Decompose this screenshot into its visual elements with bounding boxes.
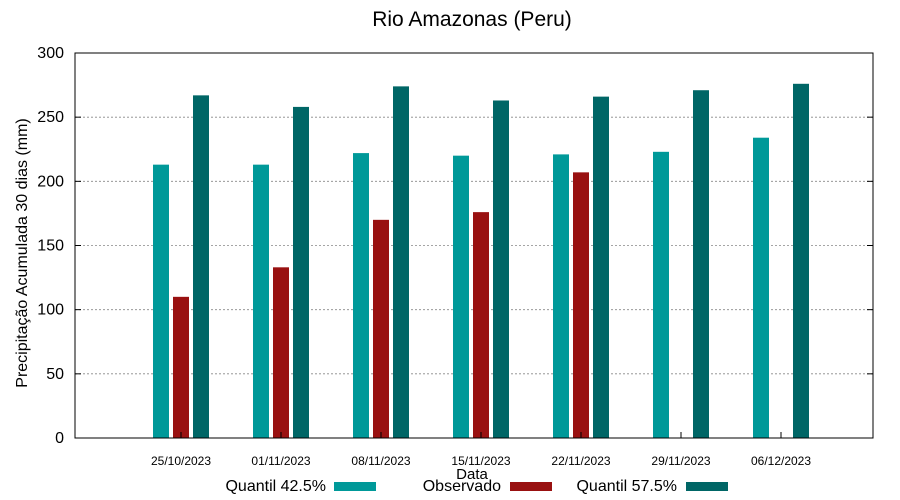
bar-quantil-57-5- bbox=[693, 90, 709, 438]
bar-quantil-57-5- bbox=[393, 86, 409, 438]
bar-quantil-57-5- bbox=[493, 100, 509, 438]
y-tick-label: 150 bbox=[37, 238, 64, 255]
bar-quantil-42-5- bbox=[453, 155, 469, 438]
bar-observado bbox=[273, 267, 289, 438]
bar-observado bbox=[173, 296, 189, 438]
x-tick-label: 06/12/2023 bbox=[751, 454, 811, 468]
x-tick-label: 29/11/2023 bbox=[651, 454, 710, 468]
bar-quantil-42-5- bbox=[353, 153, 369, 438]
bar-quantil-42-5- bbox=[553, 154, 569, 438]
bar-quantil-42-5- bbox=[753, 137, 769, 438]
legend-swatch bbox=[686, 482, 728, 491]
legend-swatch bbox=[510, 482, 552, 491]
x-tick-label: 15/11/2023 bbox=[451, 454, 510, 468]
bar-quantil-42-5- bbox=[653, 151, 669, 439]
y-tick-label: 100 bbox=[37, 302, 64, 319]
x-tick-label: 08/11/2023 bbox=[351, 454, 410, 468]
legend: Quantil 42.5% Observado Quantil 57.5% bbox=[225, 478, 728, 495]
bar-quantil-57-5- bbox=[793, 83, 809, 439]
bar-quantil-57-5- bbox=[593, 96, 609, 438]
y-tick-label: 250 bbox=[37, 109, 64, 126]
y-ticks: 0 50 100 150 200 250 300 bbox=[37, 45, 873, 447]
y-tick-label: 200 bbox=[37, 173, 64, 190]
x-tick-label: 22/11/2023 bbox=[551, 454, 610, 468]
x-tick-label: 01/11/2023 bbox=[251, 454, 310, 468]
bar-observado bbox=[573, 172, 589, 438]
legend-label: Quantil 57.5% bbox=[576, 478, 677, 495]
y-tick-label: 0 bbox=[55, 430, 64, 447]
bars bbox=[153, 83, 809, 439]
y-axis-label: Precipitação Acumulada 30 dias (mm) bbox=[14, 118, 31, 387]
legend-swatch bbox=[334, 482, 376, 491]
bar-quantil-42-5- bbox=[253, 164, 269, 438]
bar-quantil-57-5- bbox=[193, 95, 209, 438]
chart-title: Rio Amazonas (Peru) bbox=[372, 8, 572, 31]
legend-label: Quantil 42.5% bbox=[225, 478, 326, 495]
y-tick-label: 300 bbox=[37, 45, 64, 62]
x-tick-label: 25/10/2023 bbox=[151, 454, 211, 468]
y-tick-label: 50 bbox=[46, 366, 64, 383]
plot-frame bbox=[74, 52, 874, 439]
x-ticks: 25/10/2023 01/11/2023 08/11/2023 15/11/2023… bbox=[151, 432, 811, 468]
bar-quantil-57-5- bbox=[293, 106, 309, 439]
legend-label: Observado bbox=[423, 478, 501, 495]
bar-quantil-42-5- bbox=[153, 164, 169, 438]
bar-observado bbox=[373, 219, 389, 438]
x-axis-label: Data bbox=[456, 466, 488, 483]
bar-observado bbox=[473, 212, 489, 438]
